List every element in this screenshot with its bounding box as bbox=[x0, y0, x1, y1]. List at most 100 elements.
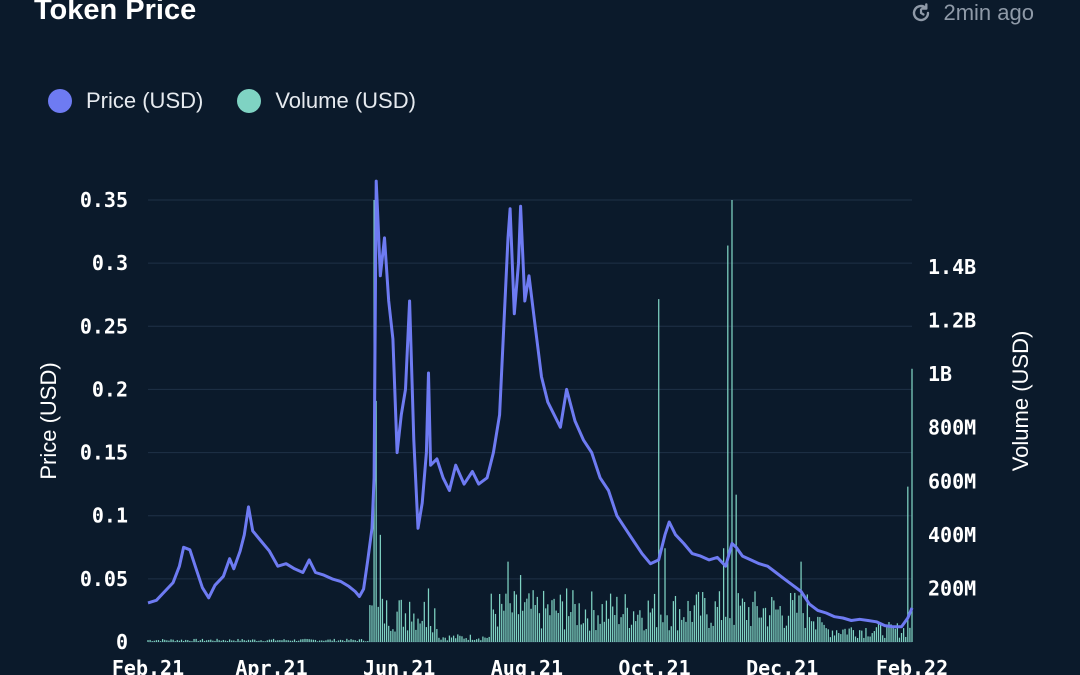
y2-tick-label: 600M bbox=[928, 469, 976, 493]
volume-bar bbox=[245, 640, 248, 642]
volume-bar bbox=[279, 640, 281, 642]
volume-bar bbox=[524, 602, 526, 642]
volume-bar bbox=[850, 627, 852, 642]
volume-bar bbox=[702, 592, 704, 642]
volume-bar bbox=[478, 638, 480, 642]
volume-bar bbox=[739, 605, 741, 642]
volume-bar bbox=[674, 595, 677, 642]
volume-bar bbox=[252, 639, 254, 642]
volume-bar bbox=[385, 600, 388, 642]
x-tick-label: Aug.21 bbox=[491, 656, 563, 675]
volume-bar bbox=[233, 640, 235, 642]
legend-label-volume: Volume (USD) bbox=[275, 88, 416, 113]
legend-item-price[interactable]: Price (USD) bbox=[48, 88, 203, 114]
volume-bar bbox=[572, 590, 574, 642]
volume-bar bbox=[681, 619, 683, 642]
volume-bar bbox=[796, 612, 798, 642]
volume-bar bbox=[176, 640, 178, 642]
volume-bar bbox=[185, 639, 187, 642]
y-tick-label: 0.3 bbox=[92, 251, 128, 275]
volume-bar bbox=[432, 632, 434, 642]
y2-tick-label: 200M bbox=[928, 576, 976, 600]
volume-bar bbox=[894, 628, 896, 642]
volume-bar bbox=[475, 639, 478, 642]
volume-bar bbox=[555, 610, 557, 642]
last-updated-text: 2min ago bbox=[943, 0, 1034, 25]
volume-bar bbox=[561, 601, 564, 642]
volume-bar bbox=[205, 640, 208, 642]
volume-bar bbox=[189, 640, 191, 642]
y2-tick-label: 1B bbox=[928, 362, 952, 386]
volume-bar bbox=[695, 594, 698, 642]
volume-bar bbox=[182, 640, 185, 642]
volume-bar bbox=[515, 594, 518, 642]
volume-bar bbox=[612, 606, 614, 642]
volume-bar bbox=[452, 635, 455, 642]
volume-bar bbox=[203, 640, 206, 642]
volume-bar bbox=[896, 623, 898, 642]
volume-bar bbox=[509, 603, 511, 642]
volume-bar bbox=[815, 629, 817, 642]
volume-bar bbox=[344, 641, 346, 642]
volume-bar bbox=[582, 623, 585, 642]
volume-bar bbox=[645, 629, 647, 642]
volume-bar bbox=[656, 627, 658, 642]
volume-bar bbox=[473, 639, 476, 642]
volume-bar bbox=[222, 639, 224, 642]
volume-bar bbox=[519, 575, 522, 642]
volume-bar bbox=[662, 622, 664, 642]
y-tick-label: 0.2 bbox=[92, 377, 128, 401]
volume-bar bbox=[854, 636, 857, 642]
volume-bar bbox=[616, 596, 618, 642]
volume-bar bbox=[417, 618, 419, 642]
volume-bar bbox=[218, 640, 220, 642]
volume-bar bbox=[630, 624, 633, 642]
volume-bar bbox=[877, 622, 880, 642]
volume-bar bbox=[584, 609, 587, 642]
volume-bar bbox=[480, 640, 482, 642]
volume-bar bbox=[394, 631, 396, 642]
volume-bar bbox=[729, 618, 731, 642]
volume-bar bbox=[513, 591, 515, 642]
volume-bar bbox=[559, 594, 561, 642]
volume-bar bbox=[597, 615, 599, 642]
volume-bar bbox=[683, 617, 685, 642]
volume-bar bbox=[831, 630, 834, 642]
volume-bar bbox=[300, 639, 302, 642]
volume-bar bbox=[427, 588, 430, 642]
volume-bar bbox=[298, 640, 300, 642]
volume-bar bbox=[172, 639, 174, 642]
volume-bar bbox=[396, 611, 398, 642]
volume-bar bbox=[566, 588, 568, 642]
volume-bar bbox=[463, 638, 465, 642]
volume-bar bbox=[779, 606, 781, 642]
volume-bar bbox=[459, 635, 461, 642]
volume-bar bbox=[275, 640, 277, 642]
volume-bar bbox=[754, 591, 756, 642]
volume-bar bbox=[455, 638, 457, 642]
volume-bar bbox=[352, 639, 354, 642]
volume-bar bbox=[419, 623, 421, 642]
volume-bar bbox=[706, 614, 708, 642]
volume-bar bbox=[836, 630, 838, 642]
volume-bar bbox=[647, 600, 649, 642]
volume-bar bbox=[637, 614, 639, 642]
volume-bar bbox=[691, 621, 693, 642]
volume-bar bbox=[852, 630, 855, 642]
volume-bar bbox=[865, 628, 867, 642]
y-tick-label: 0.1 bbox=[92, 504, 128, 528]
volume-bar bbox=[471, 639, 474, 642]
legend-item-volume[interactable]: Volume (USD) bbox=[237, 88, 416, 114]
volume-bar bbox=[321, 640, 323, 642]
price-line bbox=[147, 179, 914, 629]
refresh-clock-icon[interactable] bbox=[909, 1, 933, 25]
volume-bar bbox=[329, 639, 331, 642]
volume-bar bbox=[534, 605, 536, 642]
volume-bar bbox=[511, 612, 513, 642]
volume-bar bbox=[752, 601, 754, 642]
volume-bar bbox=[411, 621, 413, 642]
volume-bar bbox=[532, 590, 534, 642]
volume-bar bbox=[812, 621, 815, 642]
volume-bar bbox=[383, 623, 386, 642]
volume-bar bbox=[704, 598, 706, 642]
